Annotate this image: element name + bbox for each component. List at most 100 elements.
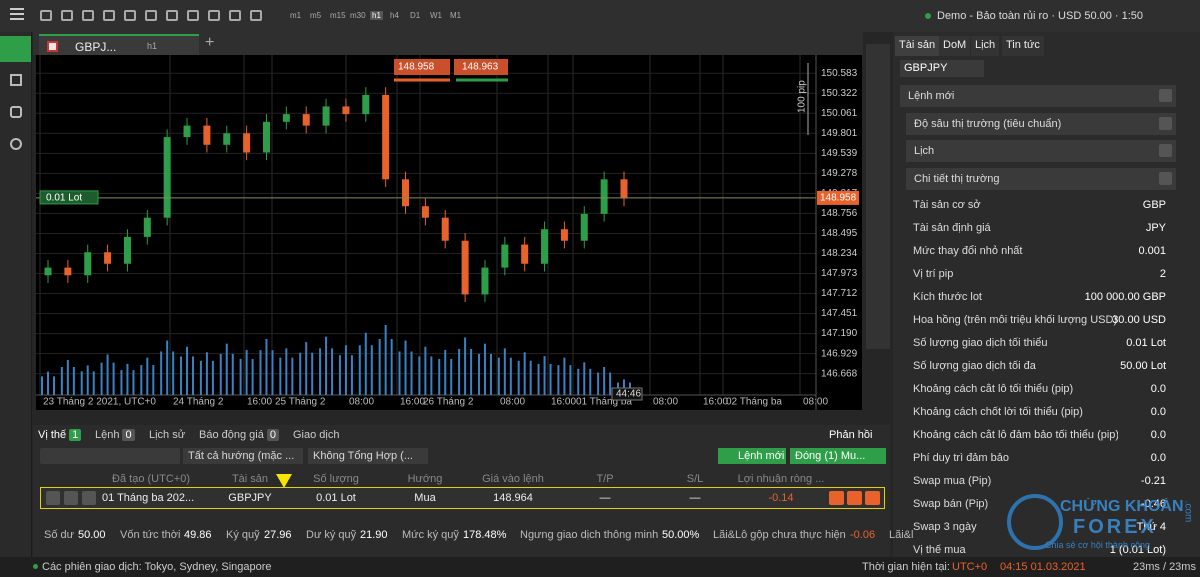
toolbar-icon[interactable] [187, 10, 199, 21]
candle-body [64, 267, 72, 276]
section-header[interactable]: Lệnh mới [900, 85, 1176, 107]
icon[interactable] [10, 106, 22, 118]
chart-bg [36, 55, 862, 410]
timeframe[interactable]: W1 [430, 11, 442, 20]
toolbar-icon[interactable] [82, 10, 94, 21]
icon[interactable] [10, 138, 22, 150]
volume-bar [299, 352, 302, 395]
new-order[interactable]: Lệnh mới [718, 448, 786, 464]
y-tick-label: 149.801 [821, 128, 858, 139]
positions-tab[interactable]: Vị thế 1 [38, 429, 82, 441]
menu-icon[interactable] [10, 8, 24, 10]
row-action[interactable] [865, 491, 880, 505]
close-all[interactable]: Đóng (1) Mu... [790, 448, 886, 464]
positions-tab[interactable]: Báo động giá 0 [199, 429, 279, 441]
row-action[interactable] [847, 491, 862, 505]
detail-value: 2 [1159, 268, 1166, 280]
row-icon[interactable] [46, 491, 60, 505]
candle-body [44, 267, 52, 276]
column-header: Lợi nhuận ròng ... [737, 473, 825, 485]
candle-body [262, 121, 270, 153]
y-tick-label: 149.539 [821, 148, 858, 159]
volume-bar [438, 358, 441, 395]
detail-value: 0.0 [1150, 406, 1166, 418]
timeframe[interactable]: D1 [410, 11, 421, 20]
toolbar-icon[interactable] [166, 10, 178, 21]
candle-body [600, 179, 608, 214]
volume-bar [166, 340, 169, 395]
toolbar-icon[interactable] [229, 10, 241, 21]
positions-tab[interactable]: Lịch sử [149, 429, 185, 441]
timeframe[interactable]: M1 [450, 11, 462, 20]
chart-tab[interactable]: GBPJ... h1 [39, 34, 199, 55]
volume-bar [529, 360, 532, 395]
side-tab[interactable]: Tin tức [1002, 36, 1044, 56]
volume-bar [597, 372, 600, 395]
section-header[interactable]: Lịch [906, 140, 1176, 162]
volume-bar [523, 352, 526, 395]
timeframe[interactable]: m5 [310, 11, 322, 20]
y-tick-label: 147.973 [821, 268, 858, 279]
status-bar [0, 557, 1200, 577]
volume-bar [245, 349, 248, 395]
row-icon[interactable] [64, 491, 78, 505]
timezone[interactable]: UTC+0 [952, 561, 988, 573]
detail-value: 0.001 [1138, 245, 1166, 257]
side-tab[interactable]: DoM [939, 36, 971, 56]
volume-bar [66, 360, 69, 395]
volume-bar [543, 356, 546, 395]
timeframe[interactable]: h1 [370, 11, 383, 20]
row-icon[interactable] [82, 491, 96, 505]
detail-value: 0.0 [1150, 452, 1166, 464]
volume-bar [80, 371, 83, 395]
watermark-domain: .com [1182, 500, 1194, 523]
volume-bar [325, 336, 328, 395]
section-toggle[interactable] [1159, 171, 1172, 185]
filter[interactable]: Tất cả hướng (mặc ... [183, 448, 303, 464]
candle-body [441, 217, 449, 241]
toolbar-icon[interactable] [208, 10, 220, 21]
x-tick-label: 23 Tháng 2 2021, UTC+0 [43, 397, 156, 408]
timeframe[interactable]: m30 [350, 11, 366, 20]
toolbar-icon[interactable] [145, 10, 157, 21]
volume-bar [112, 362, 115, 395]
y-tick-label: 147.190 [821, 328, 858, 339]
chart-icon[interactable] [0, 36, 31, 62]
timeframe[interactable]: h4 [390, 11, 399, 20]
add-tab[interactable]: + [205, 34, 215, 51]
volume-bar [60, 367, 63, 395]
timeframe[interactable]: m15 [330, 11, 346, 20]
toolbar-icon[interactable] [40, 10, 52, 21]
section-toggle[interactable] [1159, 144, 1172, 157]
section-header[interactable]: Độ sâu thị trường (tiêu chuẩn) [906, 112, 1176, 135]
filter[interactable]: Không Tổng Hợp (... [308, 448, 428, 464]
positions-tab[interactable]: Giao dịch [293, 429, 339, 441]
summary-value: 50.00 [78, 529, 106, 541]
toolbar-icon[interactable] [124, 10, 136, 21]
detail-value: Thứ 4 [1136, 521, 1166, 533]
section-header[interactable]: Chi tiết thị trường [906, 167, 1176, 190]
side-tab[interactable]: Tài sản [895, 36, 940, 56]
volume-bar [589, 368, 592, 395]
volume-bar [483, 343, 486, 395]
volume-bar [358, 345, 361, 395]
timeframe[interactable]: m1 [290, 11, 302, 20]
toolbar-icon[interactable] [61, 10, 73, 21]
volume-bar [477, 353, 480, 395]
y-tick-label: 150.061 [821, 108, 858, 119]
volume-bar [489, 353, 492, 395]
section-toggle[interactable] [1159, 116, 1172, 130]
toolbar-icon[interactable] [103, 10, 115, 21]
toolbar-icon[interactable] [250, 10, 262, 21]
side-tab[interactable]: Lịch [971, 36, 1000, 56]
feedback[interactable]: Phản hồi [829, 429, 873, 441]
cell: Mua [414, 492, 436, 504]
x-tick-label: 16:00 [247, 397, 272, 408]
icon[interactable] [10, 74, 22, 86]
countdown: 44:46 [616, 389, 641, 400]
section-toggle[interactable] [1159, 89, 1172, 102]
row-action[interactable] [829, 491, 844, 505]
symbol-select[interactable]: GBPJPY [900, 60, 984, 77]
positions-tab[interactable]: Lệnh 0 [95, 429, 135, 441]
filter[interactable] [40, 448, 180, 464]
